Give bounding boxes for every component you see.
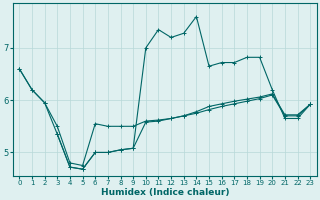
X-axis label: Humidex (Indice chaleur): Humidex (Indice chaleur) [100,188,229,197]
